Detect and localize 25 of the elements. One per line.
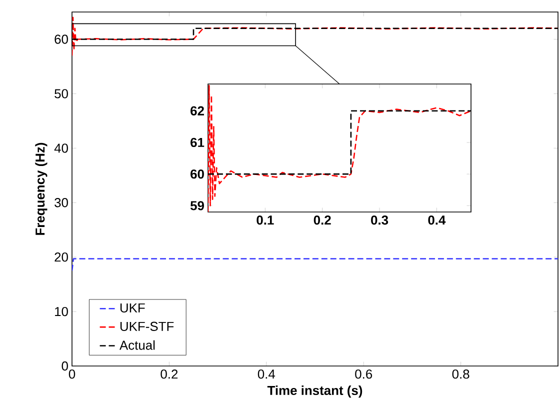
- x-tick-label: 0.6: [355, 370, 372, 379]
- legend-label: UKF-STF: [120, 322, 174, 331]
- x-tick-label: 0.2: [160, 370, 178, 379]
- y-axis-title: Frequency (Hz): [35, 142, 48, 235]
- legend-label: UKF: [120, 303, 145, 312]
- y-tick-label: 62: [190, 106, 204, 116]
- y-tick-label: 20: [54, 252, 68, 262]
- x-axis-title: Time instant (s): [267, 386, 362, 398]
- x-tick-label: 0.4: [258, 370, 276, 379]
- legend-label: Actual: [120, 340, 155, 350]
- x-tick-label: 0.2: [314, 216, 331, 225]
- y-tick-label: 60: [190, 169, 204, 179]
- x-tick-label: 0.3: [371, 216, 388, 225]
- x-tick-label: 0.8: [452, 370, 470, 379]
- y-tick-label: 0: [62, 361, 68, 371]
- x-tick-label: 0: [68, 370, 76, 379]
- y-tick-label: 30: [54, 198, 68, 208]
- y-tick-label: 10: [55, 306, 68, 316]
- y-tick-label: 50: [54, 89, 68, 98]
- y-tick-label: 60: [54, 34, 68, 44]
- x-tick-label: 0.1: [256, 216, 274, 225]
- y-tick-label: 61: [190, 138, 204, 148]
- y-tick-label: 59: [190, 201, 204, 210]
- y-tick-label: 40: [54, 144, 68, 153]
- x-tick-label: 0.4: [428, 216, 446, 225]
